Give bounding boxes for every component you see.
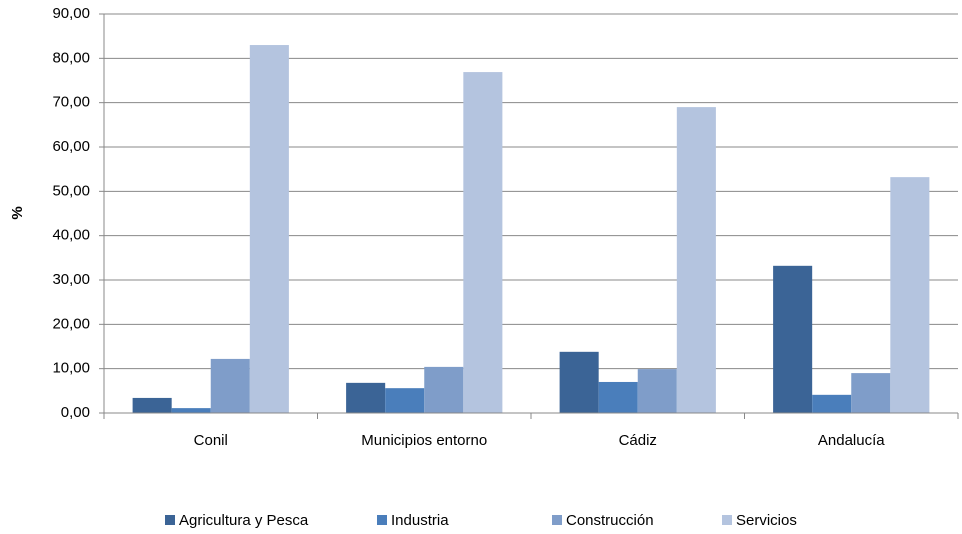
bar [773,265,813,413]
x-tick-label: Cádiz [619,432,657,449]
y-tick-label: 10,00 [52,360,90,377]
bar [346,382,386,413]
bar [132,397,172,413]
legend-swatch [552,515,562,525]
legend-label: Agricultura y Pesca [179,512,309,529]
y-tick-label: 60,00 [52,138,90,155]
y-tick-label: 20,00 [52,315,90,332]
bar [171,408,211,413]
x-tick-label: Andalucía [818,432,885,449]
y-tick-label: 40,00 [52,227,90,244]
legend-label: Construcción [566,512,654,529]
bar [812,394,852,413]
y-tick-label: 50,00 [52,182,90,199]
legend-label: Industria [391,512,449,529]
bar [385,388,425,413]
bar [851,373,891,413]
bar [598,381,638,413]
bar [249,45,289,414]
y-tick-label: 0,00 [61,404,90,421]
bar [890,177,930,413]
y-tick-label: 70,00 [52,94,90,111]
bar [637,369,677,413]
legend-swatch [165,515,175,525]
x-tick-label: Municipios entorno [361,432,487,449]
bar [424,366,464,413]
x-tick-label: Conil [194,432,228,449]
bar [210,358,250,413]
legend-swatch [377,515,387,525]
y-tick-label: 90,00 [52,5,90,22]
legend-swatch [722,515,732,525]
y-tick-label: 80,00 [52,49,90,66]
y-axis-label: % [9,206,26,219]
bar [463,72,503,414]
bar [676,107,716,413]
bar [559,351,599,413]
y-tick-label: 30,00 [52,271,90,288]
legend-label: Servicios [736,512,797,529]
